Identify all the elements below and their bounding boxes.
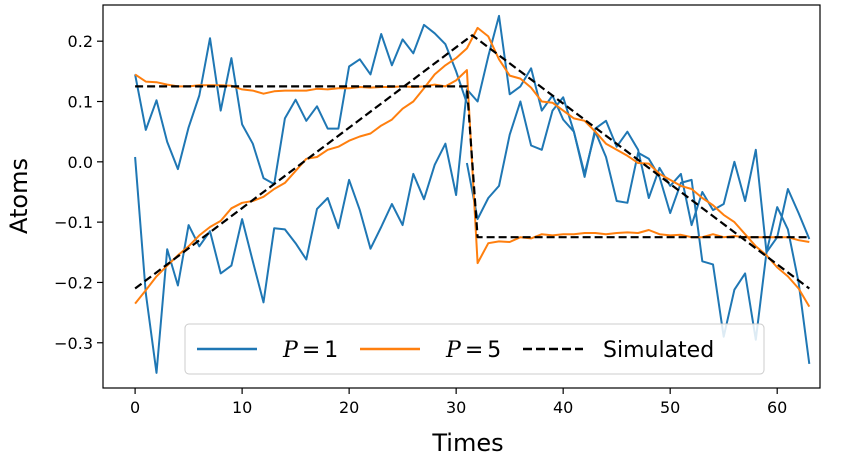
legend-label-simulated: Simulated	[603, 338, 714, 363]
x-tick-label: 10	[232, 398, 252, 417]
series-line-1	[134, 14, 811, 374]
y-tick-label: −0.2	[54, 273, 93, 292]
series-line-4	[134, 26, 811, 308]
legend-label-p5: P = 5	[445, 338, 501, 363]
legend-box	[184, 323, 765, 375]
x-tick-label: 50	[660, 398, 680, 417]
legend-label-p1: P = 1	[282, 338, 338, 363]
plot-lines	[134, 14, 811, 374]
y-tick-label: −0.1	[54, 213, 93, 232]
x-axis-label: Times	[431, 429, 503, 456]
y-axis: −0.3 −0.2 −0.1 0.0 0.1 0.2	[54, 32, 103, 353]
x-tick-label: 0	[130, 398, 140, 417]
y-axis-label: Atoms	[5, 158, 33, 234]
x-tick-label: 40	[553, 398, 573, 417]
x-tick-label: 20	[339, 398, 359, 417]
x-tick-label: 60	[767, 398, 787, 417]
series-line-5	[135, 85, 810, 239]
plot-frame	[102, 4, 821, 389]
legend: P = 1 P = 5 Simulated	[184, 323, 765, 375]
series-line-2	[465, 96, 811, 254]
series-line-6	[134, 34, 810, 290]
x-axis: 0 10 20 30 40 50 60	[130, 388, 787, 417]
x-tick-label: 30	[446, 398, 466, 417]
series-line-0	[134, 23, 468, 186]
y-tick-label: 0.1	[68, 93, 93, 112]
y-tick-label: −0.3	[54, 334, 93, 353]
y-tick-label: 0.2	[68, 32, 93, 51]
y-tick-label: 0.0	[68, 153, 93, 172]
